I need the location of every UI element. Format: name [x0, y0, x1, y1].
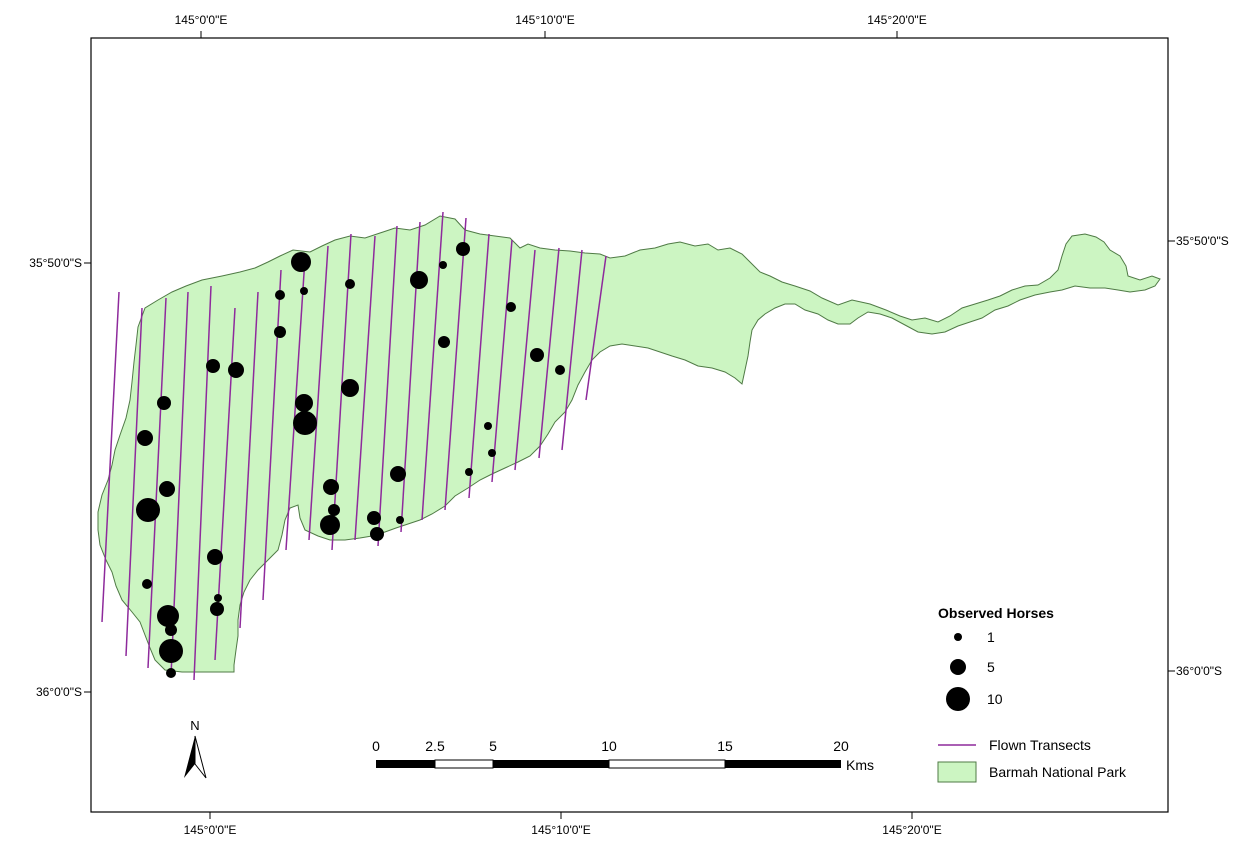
- transect-line: [377, 225, 398, 547]
- horse-observation-dot: [157, 605, 179, 627]
- scale-label-15: 15: [717, 738, 733, 754]
- legend-park-swatch: [937, 761, 977, 783]
- latitude-label-right-2: 36°0'0"S: [1176, 664, 1222, 678]
- transect-line: [193, 285, 212, 681]
- north-arrow-left-half: [184, 736, 195, 778]
- horse-observation-dot: [136, 498, 160, 522]
- transect-line: [147, 297, 167, 669]
- longitude-label-bottom-1: 145°0'0"E: [184, 823, 237, 837]
- horse-observation-dot: [370, 527, 384, 541]
- horse-observation-dot: [328, 504, 340, 516]
- scale-segment-4: [608, 759, 726, 769]
- horse-observations: [136, 242, 565, 678]
- horse-observation-dot: [137, 430, 153, 446]
- transect-line: [491, 239, 513, 483]
- legend-size-label: 1: [987, 629, 995, 645]
- latitude-label-right-1: 35°50'0"S: [1176, 234, 1229, 248]
- scale-bar: 0 2.5 5 10 15 20 Kms: [372, 738, 874, 773]
- scale-label-2-5: 2.5: [425, 738, 445, 754]
- legend-size-label: 10: [987, 691, 1003, 707]
- horse-observation-dot: [207, 549, 223, 565]
- horse-observation-dot: [465, 468, 473, 476]
- scale-label-20: 20: [833, 738, 849, 754]
- longitude-label-top-1: 145°0'0"E: [175, 13, 228, 27]
- transect-line: [468, 233, 490, 499]
- horse-observation-dot: [320, 515, 340, 535]
- horse-observation-dot: [142, 579, 152, 589]
- horse-observation-dot: [367, 511, 381, 525]
- longitude-label-top-2: 145°10'0"E: [515, 13, 574, 27]
- horse-observation-dot: [345, 279, 355, 289]
- horse-observation-dot: [390, 466, 406, 482]
- transect-line: [101, 291, 120, 623]
- horse-observation-dot: [293, 411, 317, 435]
- horse-observation-dot: [159, 481, 175, 497]
- scale-label-10: 10: [601, 738, 617, 754]
- horse-observation-dot: [159, 639, 183, 663]
- horse-observation-dot: [166, 668, 176, 678]
- longitude-label-bottom-2: 145°10'0"E: [531, 823, 590, 837]
- north-arrow: N: [184, 718, 207, 779]
- transect-line: [262, 269, 282, 601]
- horse-observation-dot: [488, 449, 496, 457]
- transect-line: [125, 307, 143, 657]
- horse-observation-dot: [214, 594, 222, 602]
- park-polygon: [97, 215, 1161, 673]
- horse-observation-dot: [506, 302, 516, 312]
- latitude-label-left-1: 35°50'0"S: [29, 256, 82, 270]
- scale-label-0: 0: [372, 738, 380, 754]
- graticule-ticks: [84, 31, 1175, 819]
- horse-observation-dot: [206, 359, 220, 373]
- scale-segment-2: [434, 759, 494, 769]
- legend-size-dot: [950, 659, 966, 675]
- horse-observation-dot: [165, 624, 177, 636]
- horse-observation-dot: [274, 326, 286, 338]
- scale-label-5: 5: [489, 738, 497, 754]
- transect-line: [514, 249, 536, 471]
- scale-segment-1: [376, 760, 435, 768]
- legend-size-dot: [954, 633, 962, 641]
- horse-observation-dot: [210, 602, 224, 616]
- north-arrow-right-half: [194, 735, 207, 779]
- legend-title: Observed Horses: [938, 605, 1054, 621]
- legend-size-dot: [946, 687, 970, 711]
- horse-observation-dot: [291, 252, 311, 272]
- horse-observation-dot: [439, 261, 447, 269]
- horse-observation-dot: [275, 290, 285, 300]
- longitude-label-bottom-3: 145°20'0"E: [882, 823, 941, 837]
- scale-segment-3: [493, 760, 609, 768]
- north-arrow-label: N: [190, 718, 199, 733]
- legend-park-label: Barmah National Park: [989, 764, 1127, 780]
- horse-observation-dot: [323, 479, 339, 495]
- horse-observation-dot: [456, 242, 470, 256]
- longitude-label-top-3: 145°20'0"E: [867, 13, 926, 27]
- scale-unit: Kms: [846, 757, 874, 773]
- horse-observation-dot: [396, 516, 404, 524]
- horse-observation-dot: [410, 271, 428, 289]
- horse-observation-dot: [341, 379, 359, 397]
- horse-observation-dot: [530, 348, 544, 362]
- transect-line: [444, 217, 467, 511]
- horse-observation-dot: [228, 362, 244, 378]
- legend-size-label: 5: [987, 659, 995, 675]
- horse-observation-dot: [484, 422, 492, 430]
- scale-segment-5: [725, 760, 841, 768]
- horse-observation-dot: [157, 396, 171, 410]
- horse-observation-dot: [438, 336, 450, 348]
- latitude-label-left-2: 36°0'0"S: [36, 685, 82, 699]
- horse-observation-dot: [555, 365, 565, 375]
- transect-line: [538, 247, 560, 459]
- horse-observation-dot: [295, 394, 313, 412]
- transect-line: [308, 245, 329, 541]
- horse-observation-dot: [300, 287, 308, 295]
- transect-line: [239, 291, 259, 629]
- legend-transect-label: Flown Transects: [989, 737, 1091, 753]
- transect-line: [585, 255, 607, 401]
- transect-line: [354, 235, 376, 541]
- transect-line: [561, 249, 583, 451]
